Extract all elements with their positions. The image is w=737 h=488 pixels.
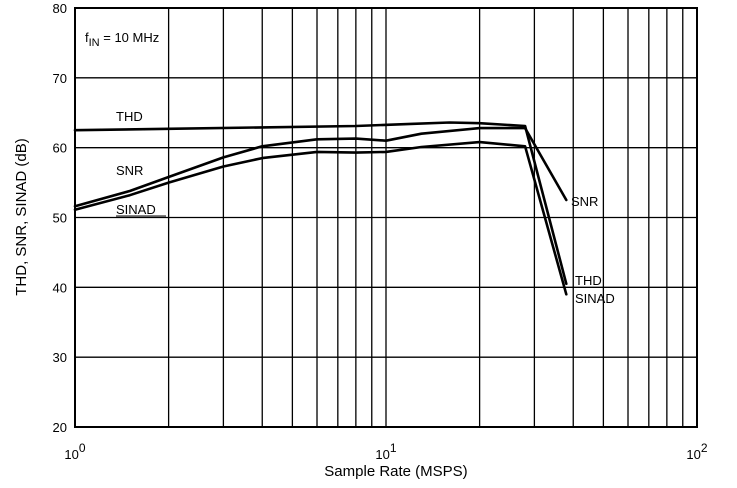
- x-tick-labels: 100 101 102: [64, 441, 707, 462]
- series-label-snr-left: SNR: [116, 163, 143, 178]
- x-tick-base: 10: [686, 447, 700, 462]
- annotation-f-in: fIN = 10 MHz: [85, 30, 159, 49]
- annotation-main: f: [85, 30, 89, 45]
- x-tick-exponent: 2: [701, 441, 708, 455]
- y-tick-label: 20: [53, 420, 67, 435]
- y-tick-label: 50: [53, 211, 67, 226]
- annotation-rest: = 10 MHz: [100, 30, 160, 45]
- series-label-snr-right: SNR: [571, 194, 598, 209]
- series-label-sinad-right: SINAD: [575, 291, 615, 306]
- series-labels: THD SNR SINAD SNR THD SINAD: [116, 109, 615, 306]
- grid: [75, 8, 697, 427]
- x-tick-label: 101: [375, 441, 396, 462]
- plot-frame: [74, 7, 698, 428]
- x-axis-title: Sample Rate (MSPS): [324, 463, 467, 480]
- y-axis-title: THD, SNR, SINAD (dB): [13, 138, 30, 296]
- series-line-sinad: [73, 140, 568, 296]
- series-label-thd-right: THD: [575, 273, 602, 288]
- x-tick-base: 10: [64, 447, 78, 462]
- x-tick-label: 102: [686, 441, 707, 462]
- series-label-thd-left: THD: [116, 109, 143, 124]
- y-tick-label: 70: [53, 71, 67, 86]
- y-tick-labels: 20 30 40 50 60 70 80: [53, 1, 67, 435]
- y-tick-label: 60: [53, 141, 67, 156]
- series-line-thd: [73, 121, 568, 286]
- y-tick-label: 30: [53, 350, 67, 365]
- x-tick-base: 10: [375, 447, 389, 462]
- y-tick-label: 40: [53, 280, 67, 295]
- y-tick-label: 80: [53, 1, 67, 16]
- x-tick-label: 100: [64, 441, 85, 462]
- series-label-sinad-left: SINAD: [116, 202, 156, 217]
- series-lines: [73, 121, 568, 296]
- annotation-subscript: IN: [89, 37, 100, 49]
- series-line-snr: [73, 126, 568, 208]
- x-tick-exponent: 0: [79, 441, 86, 455]
- x-tick-exponent: 1: [390, 441, 397, 455]
